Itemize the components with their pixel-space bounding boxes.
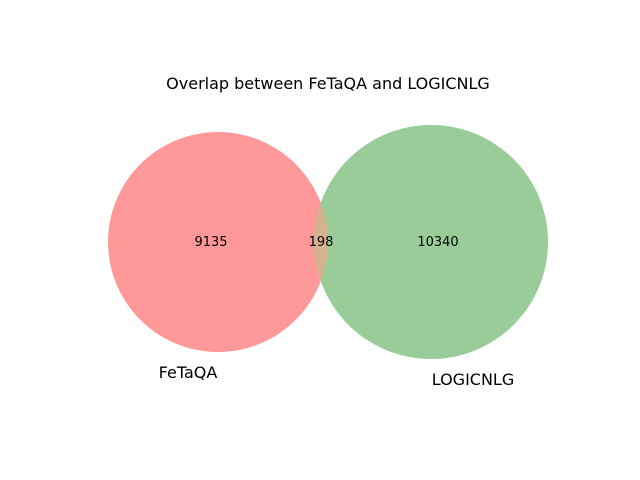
- set-label-fetaqa: FeTaQA: [159, 363, 218, 382]
- set-label-logicnlg: LOGICNLG: [432, 370, 515, 389]
- set-circle-logicnlg: [314, 125, 548, 359]
- intersection-count: 198: [309, 235, 334, 250]
- fetaqa-only-count: 9135: [194, 235, 227, 250]
- diagram-title: Overlap between FeTaQA and LOGICNLG: [166, 74, 490, 93]
- set-circle-fetaqa: [108, 132, 328, 352]
- logicnlg-only-count: 10340: [417, 235, 458, 250]
